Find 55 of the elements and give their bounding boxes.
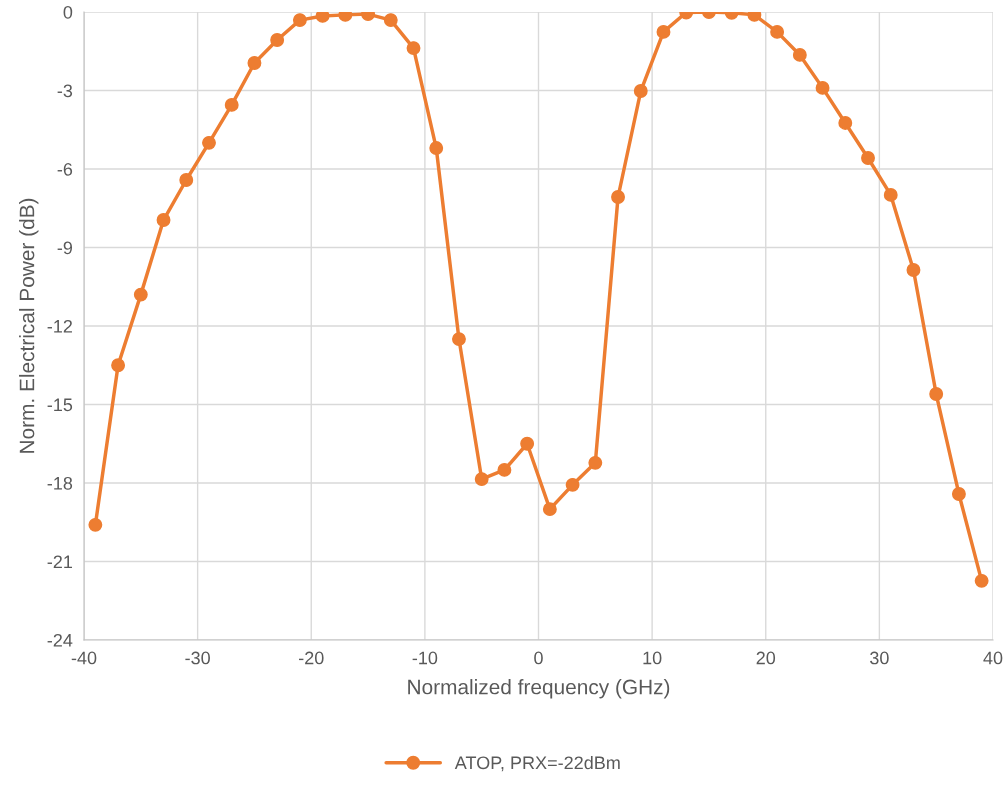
point	[429, 141, 444, 156]
point	[611, 190, 625, 204]
point	[565, 477, 580, 492]
x-tick-label: -20	[299, 651, 324, 665]
y-axis-title: Norm. Electrical Power (dB)	[19, 198, 39, 453]
y-tick-label: -6	[57, 162, 73, 176]
point	[656, 24, 671, 39]
point	[315, 12, 330, 23]
point	[883, 187, 898, 202]
point	[224, 97, 239, 112]
point	[929, 387, 944, 401]
y-tick-label: 0	[63, 5, 73, 19]
point	[815, 80, 830, 95]
point	[270, 33, 285, 47]
point	[202, 135, 216, 150]
y-tick-label: -12	[47, 319, 72, 333]
x-tick-label: 20	[756, 651, 776, 665]
point	[179, 173, 194, 187]
x-tick-label: 0	[534, 651, 543, 665]
point	[951, 487, 966, 501]
point	[861, 151, 875, 165]
point	[497, 462, 512, 477]
point	[88, 517, 103, 532]
point	[542, 502, 557, 517]
point	[770, 24, 785, 39]
point	[588, 455, 603, 470]
point	[474, 472, 489, 487]
point	[156, 213, 171, 227]
y-tick-label: -24	[47, 633, 73, 647]
point	[111, 358, 126, 373]
point	[792, 47, 807, 62]
y-tick-label: -3	[57, 84, 73, 98]
point	[452, 332, 466, 347]
point	[292, 13, 307, 28]
x-tick-label: -10	[412, 651, 438, 665]
x-tick-label: 40	[983, 651, 1003, 665]
y-tick-label: -9	[57, 241, 73, 255]
point	[906, 263, 921, 277]
point	[383, 13, 398, 28]
x-tick-label: -30	[185, 651, 210, 665]
y-tick-label: -15	[47, 398, 73, 412]
point	[520, 436, 535, 451]
point	[247, 56, 262, 70]
x-tick-label: -40	[71, 651, 97, 665]
y-tick-label: -21	[47, 555, 73, 569]
legend-label: ATOP, PRX=-22dBm	[454, 755, 620, 772]
x-tick-label: 30	[870, 651, 889, 665]
point	[974, 573, 989, 588]
point	[633, 84, 648, 98]
y-tick-label: -18	[47, 476, 73, 490]
x-axis-title: Normalized frequency (GHz)	[408, 679, 670, 699]
point	[133, 287, 148, 302]
x-tick-label: 10	[643, 651, 662, 665]
point	[838, 116, 853, 130]
point	[406, 41, 421, 56]
